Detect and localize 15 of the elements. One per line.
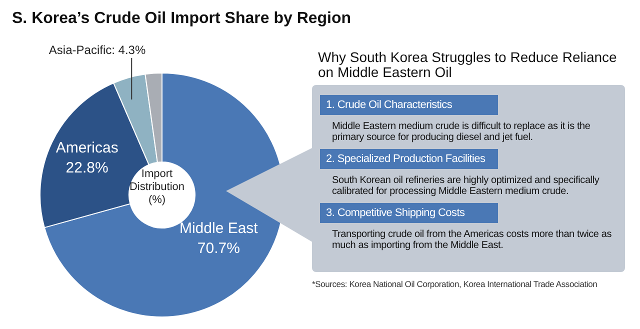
slice-label: Asia-Pacific: 4.3% [48,43,146,57]
text: Why South Korea Struggles to Reduce Reliance on Middle Eastern Oil [318,49,618,80]
text: Import Distribution (%) [128,168,186,207]
text: *Sources: Korea National Oil Corporation, Korea International Trade Association [312,279,598,289]
text: Transporting crude oil from the Americas costs more than twice as much as importing from the Middle East. [331,228,613,251]
text: 3. Competitive Shipping Costs [320,203,498,223]
text: Middle Eastern medium crude is difficult to replace as it is the primary source for producing diesel and jet fuel. [331,120,592,143]
data-label: 22.8% [66,160,108,177]
slice-label: Middle East [179,220,259,237]
text: 1. Crude Oil Characteristics [320,95,498,115]
text: 2. Specialized Production Facilities [320,149,498,169]
chart-title: S. Korea’s Crude Oil Import Share by Region [12,10,352,28]
text: South Korean oil refineries are highly optimized and specifically calibrated for processing Middle Eastern medium crude. [331,174,600,197]
slice-label: Americas [56,140,118,157]
data-label: 70.7% [197,240,240,257]
